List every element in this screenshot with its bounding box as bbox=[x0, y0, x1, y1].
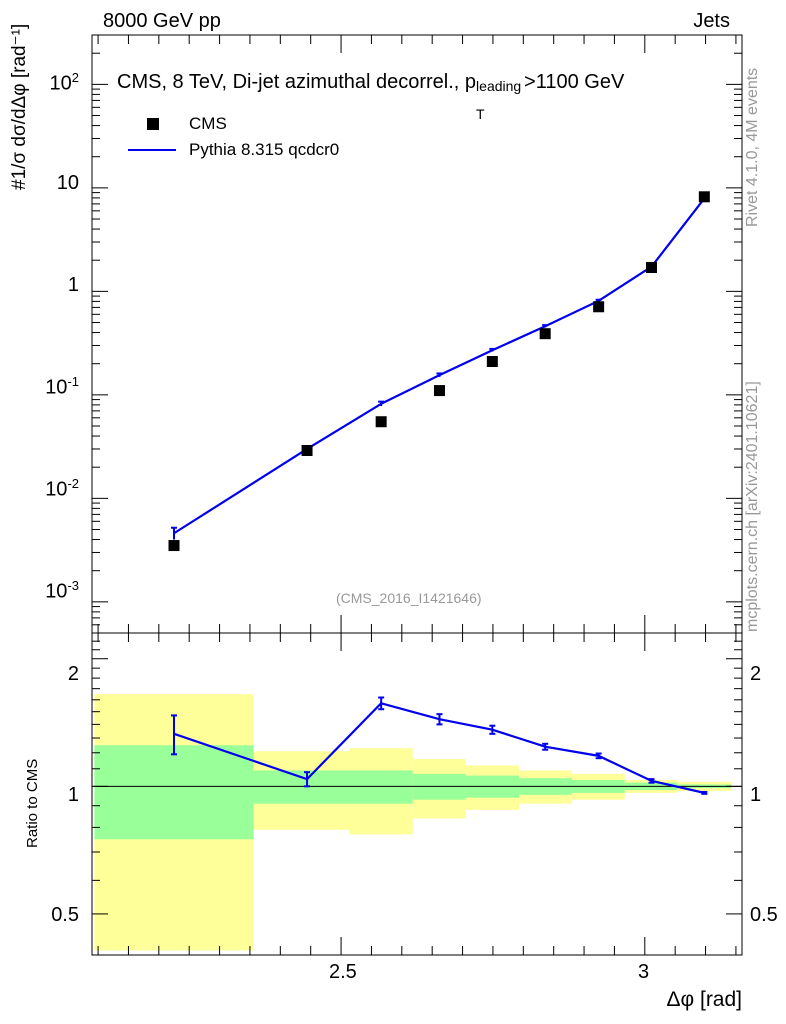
ratio-band-inner bbox=[94, 745, 254, 840]
ratio-ytick-label-right: 0.5 bbox=[750, 904, 778, 926]
data-point bbox=[486, 356, 498, 368]
mcplots-label: mcplots.cern.ch [arXiv:2401.10621] bbox=[744, 381, 761, 632]
data-point bbox=[433, 385, 445, 397]
rivet-version-label: Rivet 4.1.0, 4M events bbox=[744, 67, 761, 227]
main-ytick-label: 102 bbox=[49, 70, 79, 95]
ratio-ytick-label-left: 2 bbox=[67, 663, 79, 685]
mc-series-line bbox=[173, 197, 706, 535]
header-energy: 8000 GeV pp bbox=[103, 10, 221, 32]
data-point bbox=[301, 444, 313, 456]
legend-data-label: CMS bbox=[189, 114, 227, 133]
main-ylabel-text: #1/σ dσ/dΔφ [rad⁻¹] bbox=[9, 23, 30, 190]
main-ytick-label: 1 bbox=[67, 274, 79, 296]
analysis-id: (CMS_2016_I1421646) bbox=[336, 590, 482, 606]
plot-title-suffix: >1100 GeV bbox=[524, 71, 625, 93]
data-point bbox=[168, 540, 180, 552]
ratio-ytick-label-left: 1 bbox=[67, 784, 79, 806]
xtick-label: 3 bbox=[638, 961, 650, 983]
main-ytick-label: 10-1 bbox=[45, 374, 79, 399]
main-ytick-label: 10-3 bbox=[45, 578, 79, 603]
data-point bbox=[593, 301, 605, 313]
data-point bbox=[375, 416, 387, 428]
ratio-band-inner bbox=[253, 770, 349, 804]
ratio-ytick-label-left: 0.5 bbox=[51, 904, 79, 926]
data-point bbox=[539, 328, 551, 340]
ratio-ytick-label-right: 1 bbox=[750, 784, 762, 806]
legend-data-marker bbox=[147, 118, 159, 130]
main-ytick-label: 10-2 bbox=[45, 476, 79, 501]
plot-title-sup: leading bbox=[476, 78, 522, 94]
ratio-band-inner bbox=[348, 770, 413, 804]
header-category: Jets bbox=[693, 10, 730, 32]
ratio-ytick-label-right: 2 bbox=[750, 663, 762, 685]
main-ytick-label: 10 bbox=[56, 172, 79, 194]
plot-title-prefix: CMS, 8 TeV, Di-jet azimuthal decorrel., … bbox=[117, 71, 477, 93]
plot-title-sub: T bbox=[476, 106, 485, 122]
xtick-label: 2.5 bbox=[329, 961, 357, 983]
plot-title: CMS, 8 TeV, Di-jet azimuthal decorrel., … bbox=[117, 64, 625, 122]
data-point bbox=[698, 191, 710, 203]
ratio-frame bbox=[91, 632, 743, 956]
main-ylabel: #1/σ dσ/dΔφ [rad⁻¹] bbox=[8, 24, 31, 190]
legend-mc-label: Pythia 8.315 qcdcr0 bbox=[189, 140, 340, 159]
ratio-ylabel: Ratio to CMS bbox=[24, 758, 41, 848]
xaxis-label: Δφ [rad] bbox=[666, 988, 743, 1011]
data-point bbox=[645, 262, 657, 274]
